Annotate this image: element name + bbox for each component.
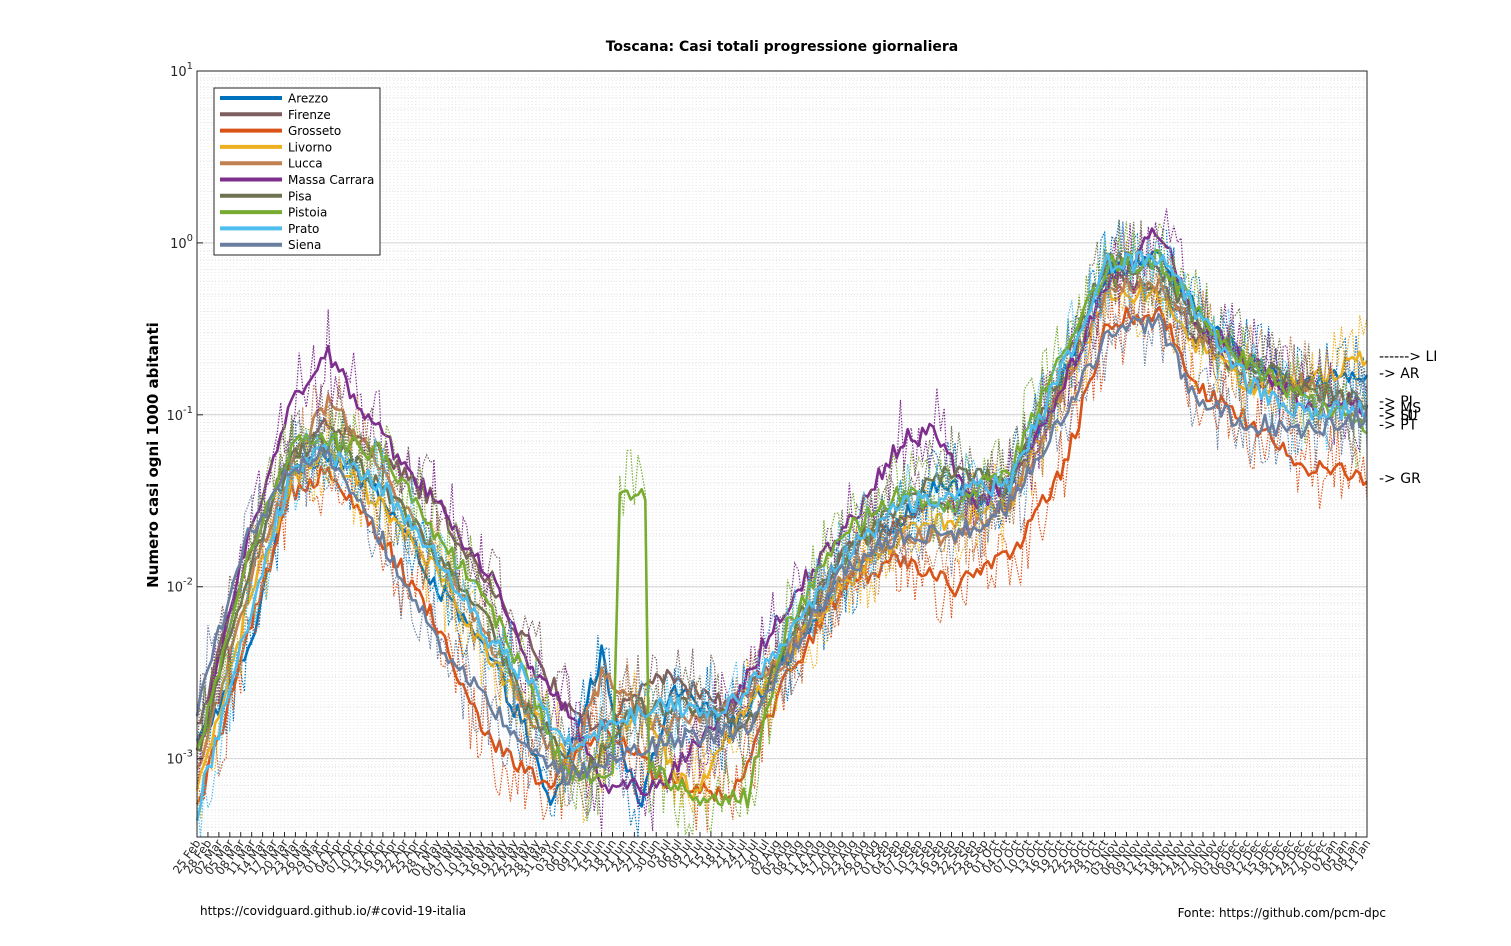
legend-label: Arezzo	[288, 92, 328, 106]
series-end-label: -> AR	[1379, 366, 1420, 382]
legend-label: Pistoia	[288, 206, 327, 220]
series-daily-line	[196, 208, 1368, 832]
series-average-line	[195, 227, 1368, 797]
series-daily-line	[196, 222, 1368, 838]
footer-source-url: https://covidguard.github.io/#covid-19-i…	[200, 904, 467, 918]
series-average-line	[195, 248, 1368, 809]
legend-label: Lucca	[288, 157, 323, 171]
series-average-line	[196, 250, 1368, 779]
y-tick-label: 10-2	[166, 577, 193, 596]
series-average-line	[195, 250, 1368, 821]
y-tick-label: 10-1	[166, 405, 193, 424]
legend-label: Pisa	[288, 189, 312, 203]
series-layer	[195, 208, 1369, 838]
y-axis-label: Numero casi ogni 1000 abitanti	[144, 322, 162, 588]
series-end-label: -> SI	[1379, 408, 1413, 424]
series-end-label: -> PT	[1379, 417, 1418, 433]
series-daily-line	[196, 239, 1368, 807]
chart-title: Toscana: Casi totali progressione giorna…	[606, 39, 959, 55]
legend-label: Prato	[288, 222, 319, 236]
series-average-line	[195, 313, 1369, 786]
series-daily-line	[196, 291, 1368, 818]
series-end-label: -> GR	[1379, 471, 1421, 487]
series-end-label: ------> LI	[1379, 349, 1437, 365]
y-ticks: 10-3 10-2 10-1 100 101	[166, 61, 203, 768]
legend-label: Massa Carrara	[288, 173, 374, 187]
series-end-label: -> PI	[1379, 394, 1413, 410]
footer-data-source: Fonte: https://github.com/pcm-dpc	[1177, 906, 1386, 920]
y-tick-label: 10-3	[166, 749, 193, 768]
plot-frame	[196, 70, 1368, 838]
y-tick-label: 100	[170, 233, 193, 252]
series-daily-line	[196, 271, 1368, 833]
legend-label: Livorno	[288, 140, 332, 154]
series-end-label: -> LU	[1379, 408, 1418, 424]
series-daily-line	[196, 221, 1368, 836]
y-tick-label: 101	[170, 61, 193, 80]
grid	[196, 70, 1368, 837]
legend-label: Firenze	[288, 108, 331, 122]
legend-label: Siena	[288, 238, 321, 252]
series-end-label: -> MS	[1379, 401, 1421, 417]
series-daily-line	[196, 219, 1368, 817]
legend-label: Grosseto	[288, 124, 341, 138]
legend: Arezzo Firenze Grosseto Livorno Lucca Massa C…	[213, 87, 381, 256]
end-labels: -> AR -> GR ------> LI -> LU-> MS-> PI -> PT…	[1379, 349, 1437, 487]
